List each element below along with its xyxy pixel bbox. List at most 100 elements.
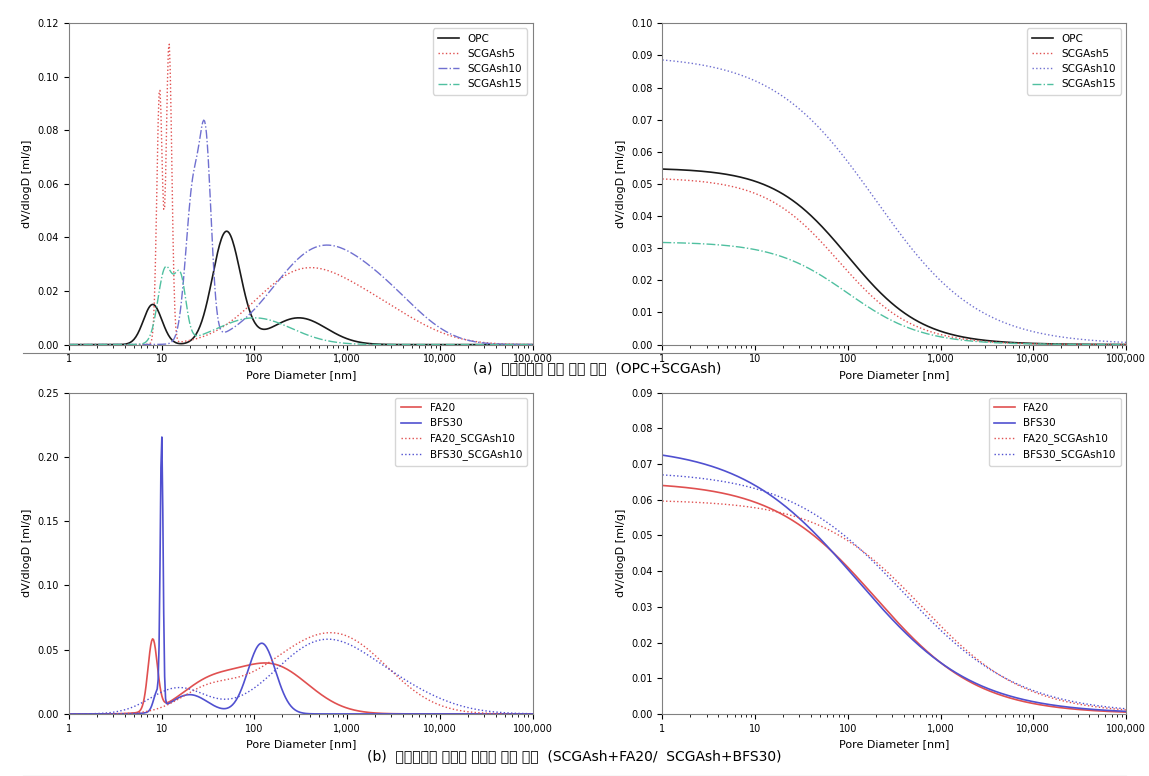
BFS30 (314, 709, 327, 719)
Line: FA20_SCGAsh10: FA20_SCGAsh10 (662, 501, 1126, 710)
SCGAsh10 (516, 340, 530, 349)
BFS30 (516, 709, 530, 719)
BFS30 (339, 709, 353, 719)
SCGAsh10 (526, 340, 540, 349)
SCGAsh5 (879, 303, 893, 313)
FA20 (62, 709, 76, 719)
FA20 (876, 601, 889, 611)
X-axis label: Pore Diameter [nm]: Pore Diameter [nm] (839, 370, 949, 380)
SCGAsh5 (655, 175, 669, 184)
BFS30_SCGAsh10 (876, 566, 889, 576)
BFS30_SCGAsh10 (1119, 704, 1133, 713)
SCGAsh10 (286, 259, 300, 268)
OPC (516, 340, 530, 349)
BFS30_SCGAsh10 (516, 708, 530, 718)
FA20_SCGAsh10 (526, 709, 540, 719)
BFS30 (1035, 698, 1049, 708)
SCGAsh5 (907, 320, 920, 330)
BFS30 (526, 709, 540, 719)
BFS30 (879, 608, 893, 617)
Line: FA20: FA20 (662, 486, 1126, 712)
SCGAsh15 (876, 311, 889, 320)
FA20_SCGAsh10 (285, 643, 299, 652)
SCGAsh5 (1108, 340, 1121, 349)
FA20 (932, 656, 946, 666)
SCGAsh15 (283, 323, 296, 332)
X-axis label: Pore Diameter [nm]: Pore Diameter [nm] (839, 740, 949, 749)
FA20_SCGAsh10 (1119, 705, 1133, 715)
OPC (907, 314, 920, 324)
SCGAsh15 (1108, 340, 1121, 349)
Line: OPC: OPC (662, 169, 1126, 345)
BFS30_SCGAsh10 (655, 470, 669, 480)
SCGAsh15 (314, 334, 327, 344)
FA20_SCGAsh10 (1108, 705, 1121, 714)
FA20 (286, 668, 300, 677)
FA20_SCGAsh10 (1035, 691, 1049, 700)
SCGAsh5 (314, 264, 327, 273)
BFS30_SCGAsh10 (1108, 703, 1121, 712)
BFS30_SCGAsh10 (285, 651, 299, 660)
SCGAsh15 (516, 340, 530, 349)
SCGAsh5 (286, 267, 300, 276)
BFS30_SCGAsh10 (1035, 689, 1049, 698)
Text: (b)  커피찌꺼기 애시와 혼화재 혼입 샘플  (SCGAsh+FA20/  SCGAsh+BFS30): (b) 커피찌꺼기 애시와 혼화재 혼입 샘플 (SCGAsh+FA20/ SC… (368, 750, 781, 764)
Line: SCGAsh10: SCGAsh10 (69, 120, 533, 345)
SCGAsh15 (160, 262, 173, 271)
FA20_SCGAsh10 (876, 563, 889, 573)
Line: BFS30_SCGAsh10: BFS30_SCGAsh10 (662, 475, 1126, 708)
OPC (62, 340, 76, 349)
SCGAsh15 (526, 340, 540, 349)
SCGAsh15 (339, 338, 353, 348)
SCGAsh15 (932, 331, 946, 341)
Line: SCGAsh15: SCGAsh15 (662, 242, 1126, 345)
Legend: OPC, SCGAsh5, SCGAsh10, SCGAsh15: OPC, SCGAsh5, SCGAsh10, SCGAsh15 (433, 29, 527, 95)
SCGAsh10 (444, 329, 457, 338)
Line: SCGAsh5: SCGAsh5 (662, 179, 1126, 345)
SCGAsh10 (655, 55, 669, 64)
OPC (932, 326, 946, 335)
OPC (314, 320, 327, 330)
Line: BFS30_SCGAsh10: BFS30_SCGAsh10 (69, 639, 533, 714)
SCGAsh5 (876, 301, 889, 310)
FA20_SCGAsh10 (879, 566, 893, 575)
Line: SCGAsh10: SCGAsh10 (662, 60, 1126, 342)
FA20 (283, 667, 296, 676)
OPC (339, 334, 353, 343)
Legend: FA20, BFS30, FA20_SCGAsh10, BFS30_SCGAsh10: FA20, BFS30, FA20_SCGAsh10, BFS30_SCGAsh… (989, 398, 1120, 466)
BFS30_SCGAsh10 (313, 636, 326, 645)
BFS30_SCGAsh10 (932, 623, 946, 632)
OPC (286, 314, 300, 323)
FA20_SCGAsh10 (283, 644, 296, 653)
OPC (1035, 339, 1049, 348)
FA20_SCGAsh10 (932, 619, 946, 629)
FA20 (516, 709, 530, 719)
SCGAsh10 (196, 116, 210, 125)
X-axis label: Pore Diameter [nm]: Pore Diameter [nm] (246, 740, 356, 749)
SCGAsh15 (444, 340, 457, 349)
Legend: FA20, BFS30, FA20_SCGAsh10, BFS30_SCGAsh10: FA20, BFS30, FA20_SCGAsh10, BFS30_SCGAsh… (395, 398, 527, 466)
Line: BFS30: BFS30 (662, 456, 1126, 712)
BFS30_SCGAsh10 (62, 709, 76, 719)
BFS30 (655, 451, 669, 460)
Y-axis label: dV/dlogD [ml/g]: dV/dlogD [ml/g] (22, 140, 32, 228)
FA20 (1035, 701, 1049, 710)
OPC (1119, 340, 1133, 349)
FA20 (314, 690, 327, 699)
SCGAsh15 (655, 237, 669, 247)
SCGAsh10 (932, 274, 946, 283)
Y-axis label: dV/dlogD [ml/g]: dV/dlogD [ml/g] (616, 140, 625, 228)
SCGAsh5 (162, 40, 176, 49)
Line: SCGAsh5: SCGAsh5 (69, 44, 533, 345)
SCGAsh5 (526, 340, 540, 349)
Line: OPC: OPC (69, 231, 533, 345)
SCGAsh15 (907, 325, 920, 334)
SCGAsh10 (907, 246, 920, 255)
SCGAsh10 (62, 340, 76, 349)
SCGAsh15 (1035, 339, 1049, 348)
Line: FA20: FA20 (69, 639, 533, 714)
BFS30_SCGAsh10 (526, 709, 540, 719)
SCGAsh10 (1108, 338, 1121, 347)
SCGAsh10 (1119, 338, 1133, 347)
FA20_SCGAsh10 (339, 631, 353, 640)
